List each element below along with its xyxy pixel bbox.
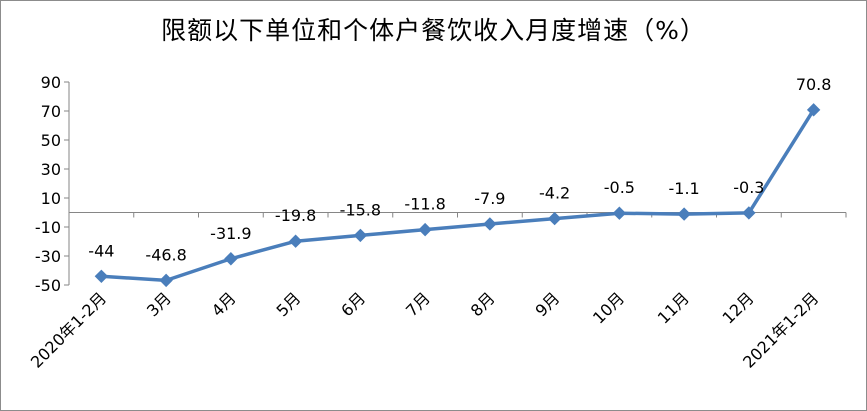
data-point bbox=[224, 252, 238, 266]
y-tick-label: 30 bbox=[41, 160, 61, 179]
x-tick-label: 3月 bbox=[143, 288, 175, 320]
data-label: -0.5 bbox=[604, 178, 635, 197]
x-tick-label: 11月 bbox=[654, 288, 693, 327]
data-label: -46.8 bbox=[145, 245, 186, 264]
x-tick-label: 7月 bbox=[402, 288, 434, 320]
data-point bbox=[483, 217, 497, 231]
data-point bbox=[353, 228, 368, 243]
data-label: -7.9 bbox=[474, 189, 505, 208]
series-line-group bbox=[101, 108, 816, 283]
data-label: -11.8 bbox=[404, 195, 445, 214]
chart-title: 限额以下单位和个体户餐饮收入月度增速（%） bbox=[161, 16, 706, 45]
data-label: -31.9 bbox=[210, 224, 251, 243]
data-point bbox=[418, 222, 432, 237]
data-point bbox=[742, 206, 756, 220]
data-point bbox=[547, 211, 562, 226]
x-tick-label: 10月 bbox=[589, 288, 628, 327]
data-label: -4.2 bbox=[539, 184, 570, 203]
x-tick-label: 12月 bbox=[719, 288, 758, 327]
y-tick-label: 50 bbox=[41, 131, 61, 150]
data-points bbox=[94, 103, 821, 288]
series-line bbox=[101, 108, 816, 283]
data-label: -44 bbox=[88, 241, 114, 260]
y-tick-label: -10 bbox=[35, 218, 61, 237]
x-tick-label: 5月 bbox=[273, 288, 305, 320]
data-label: -19.8 bbox=[275, 206, 316, 225]
x-tick-label: 6月 bbox=[337, 288, 369, 320]
x-axis-ticks: 2020年1-2月 3月 4月 5月 6月 7月 8月 9月 10月 11月 12月2021年1-2… bbox=[27, 212, 847, 372]
data-point bbox=[806, 103, 821, 117]
data-labels: -44 -46.8 -31.9 -19.8 -15.8 -11.8 -7.9 -4.2 -0.5… bbox=[88, 75, 831, 265]
data-point bbox=[159, 273, 173, 288]
y-tick-label: 90 bbox=[41, 73, 61, 92]
x-tick-label: 9月 bbox=[532, 288, 564, 320]
y-tick-label: -30 bbox=[35, 247, 61, 266]
data-label: -0.3 bbox=[733, 178, 764, 197]
data-point bbox=[612, 206, 627, 220]
data-label: 70.8 bbox=[796, 75, 832, 94]
y-tick-label: -50 bbox=[35, 276, 61, 295]
x-tick-label: 8月 bbox=[467, 288, 499, 320]
y-axis-ticks: 90 70 50 30 10 -10 -30 -50 bbox=[35, 73, 69, 295]
x-tick-label: 4月 bbox=[208, 288, 240, 320]
data-point bbox=[288, 234, 303, 248]
x-tick-label: 2020年1-2月 bbox=[27, 288, 110, 371]
y-tick-label: 70 bbox=[41, 102, 61, 121]
data-point bbox=[94, 269, 109, 284]
data-label: -1.1 bbox=[669, 179, 700, 198]
y-tick-label: 10 bbox=[41, 189, 61, 208]
data-label: -15.8 bbox=[340, 200, 381, 219]
data-point bbox=[677, 207, 691, 221]
